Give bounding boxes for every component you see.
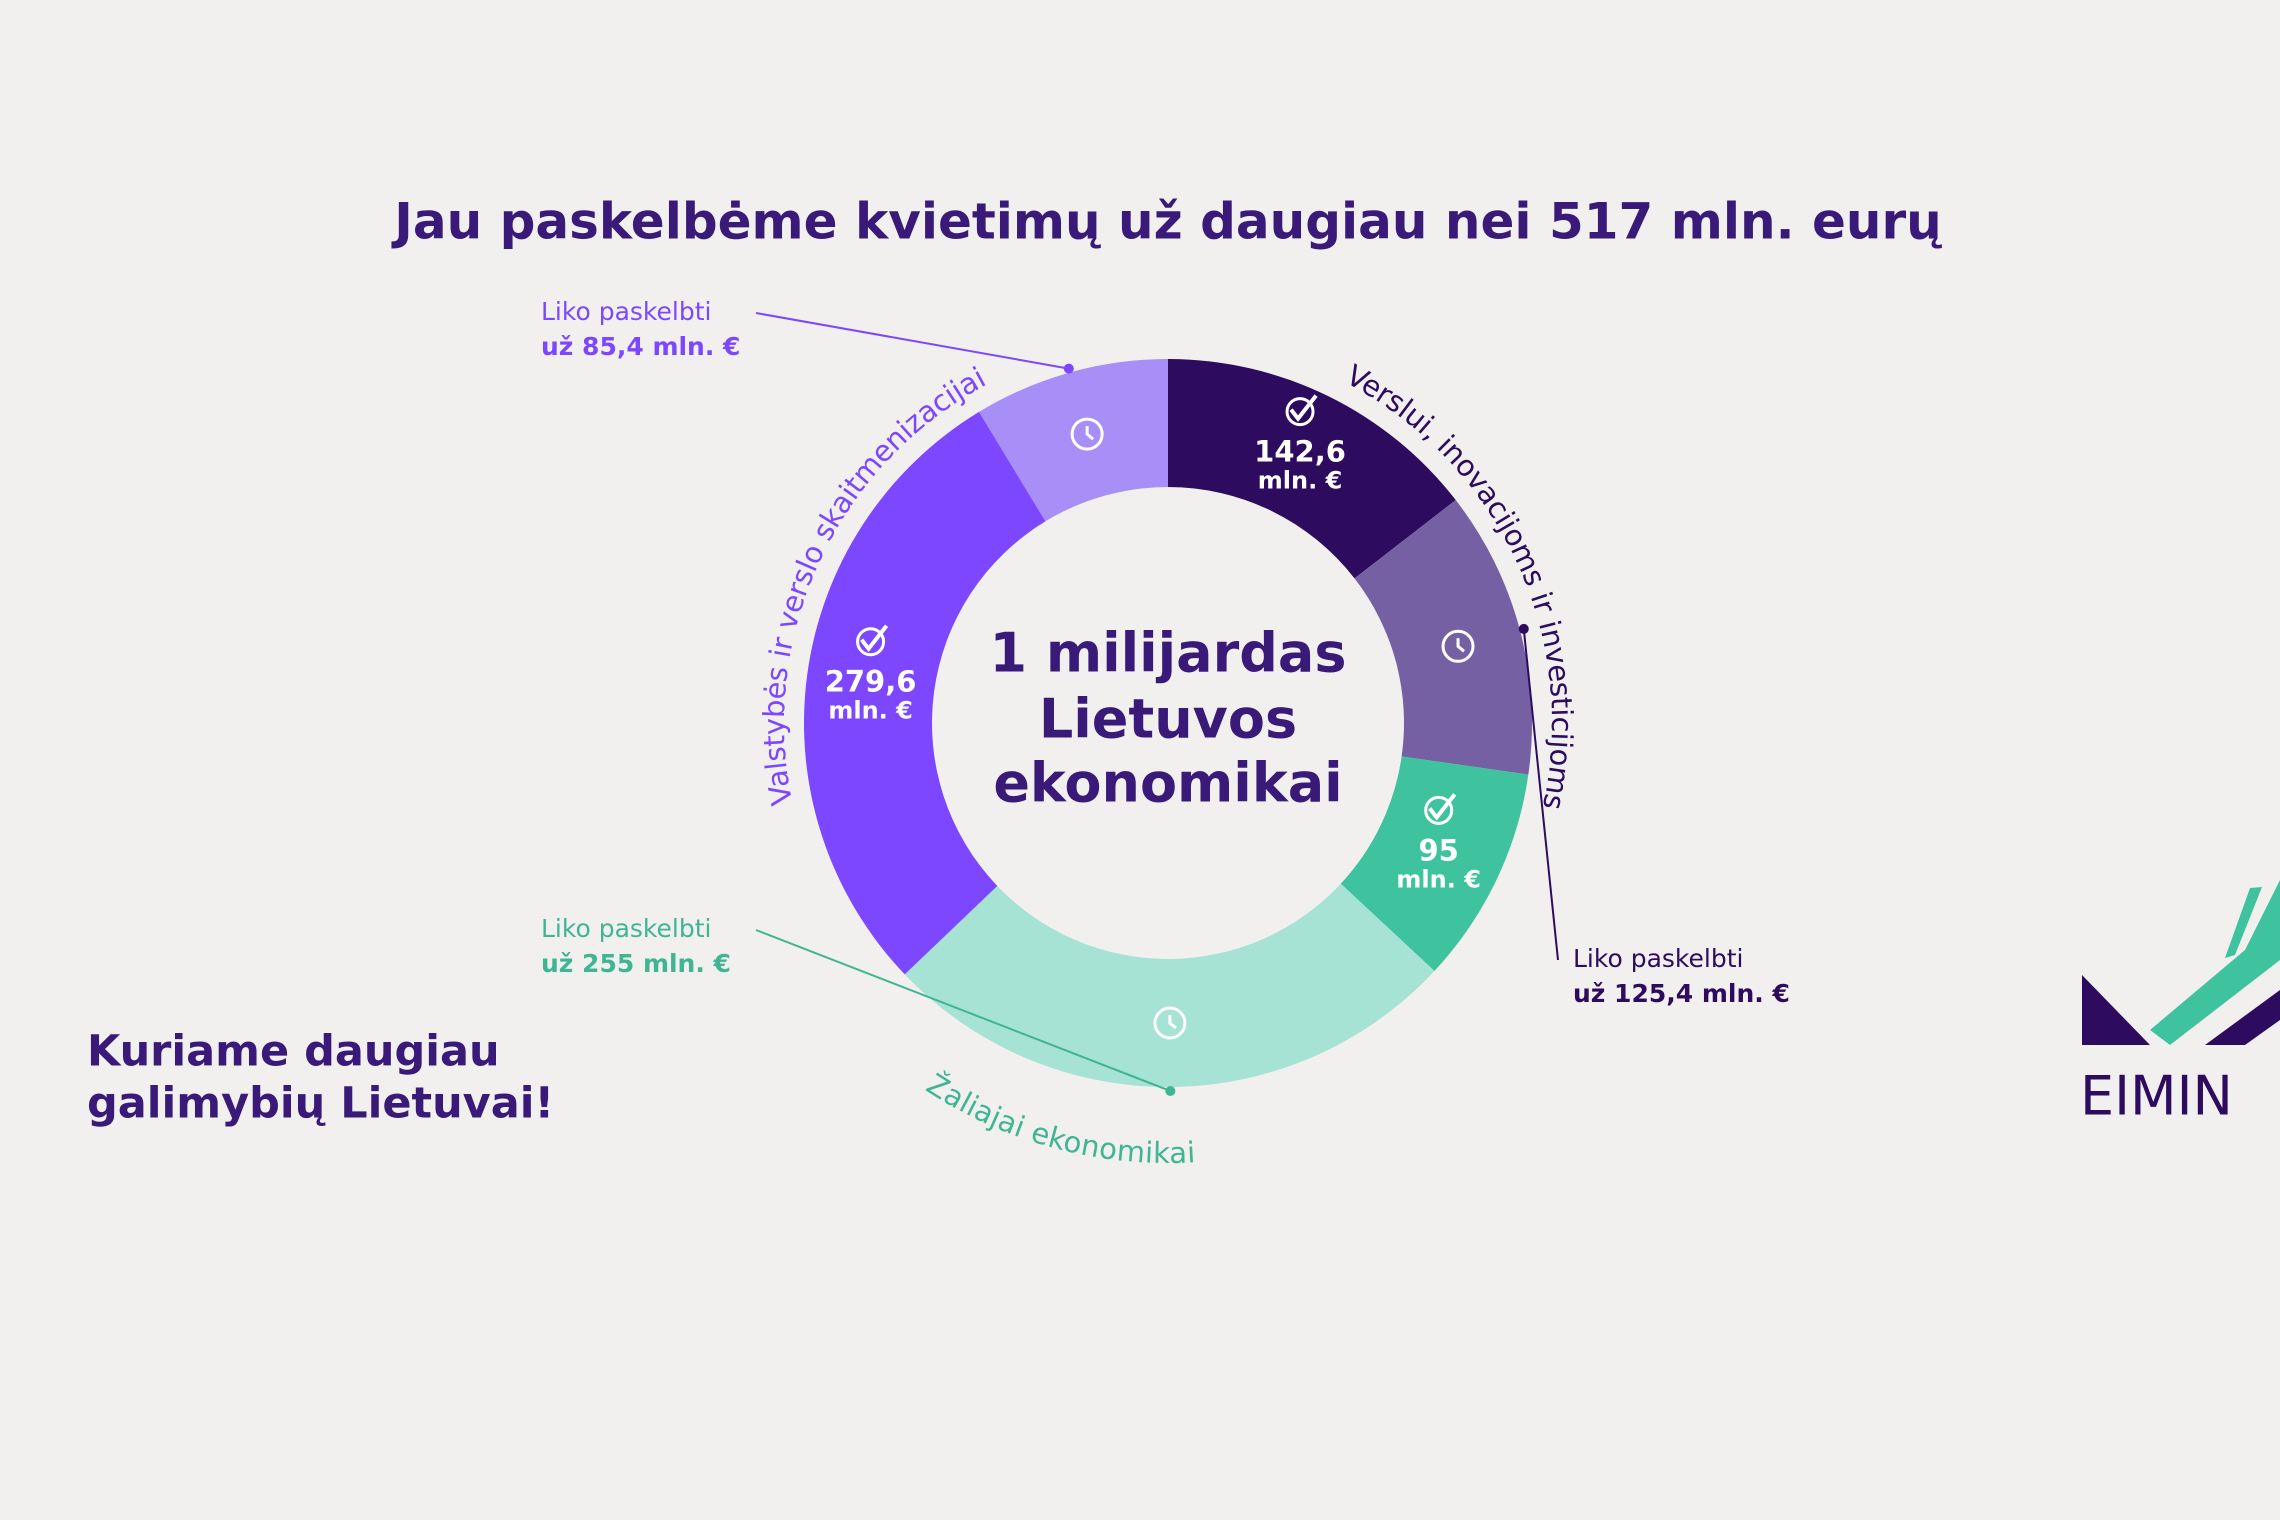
leader-dot	[1063, 363, 1074, 374]
value-label: 279,6	[825, 665, 917, 699]
donut-segment	[1340, 756, 1529, 971]
donut-segment	[904, 883, 1435, 1087]
clock-icon	[1441, 629, 1475, 663]
callout-label: Liko paskelbti	[541, 297, 711, 326]
clock-icon	[1153, 1006, 1187, 1040]
callout-label: už 255 mln. €	[541, 949, 731, 978]
leader-line	[1522, 628, 1559, 961]
value-label: 95	[1418, 833, 1458, 867]
callout-label: Liko paskelbti	[541, 914, 711, 943]
leader-dot	[1518, 623, 1529, 634]
check-icon	[1285, 394, 1318, 427]
value-label: mln. €	[1396, 865, 1481, 893]
value-label: mln. €	[828, 697, 913, 725]
callout-label: už 125,4 mln. €	[1573, 979, 1790, 1008]
center-label: Lietuvos	[1039, 688, 1297, 751]
center-label: ekonomikai	[993, 752, 1342, 815]
logo-mark	[2082, 880, 2280, 1045]
callout-label: už 85,4 mln. €	[541, 332, 740, 361]
leader-dot	[1165, 1085, 1176, 1096]
value-label: 142,6	[1254, 435, 1346, 469]
donut-segment	[803, 411, 1046, 975]
tagline: galimybių Lietuvai!	[87, 1079, 554, 1129]
leader-line	[755, 312, 1069, 370]
center-label: 1 milijardas	[990, 622, 1347, 685]
check-icon	[856, 624, 889, 657]
donut-segment	[1354, 500, 1532, 775]
chart-title: Jau paskelbėme kvietimų už daugiau nei 5…	[391, 193, 1942, 251]
check-icon	[1424, 793, 1457, 825]
donut-segment	[1168, 359, 1456, 579]
callout-label: Liko paskelbti	[1573, 944, 1743, 973]
tagline: Kuriame daugiau	[87, 1027, 500, 1077]
value-label: mln. €	[1258, 467, 1343, 495]
clock-icon	[1070, 417, 1104, 451]
logo-text: EIMIN	[2080, 1065, 2233, 1128]
leader-line	[755, 929, 1171, 1092]
